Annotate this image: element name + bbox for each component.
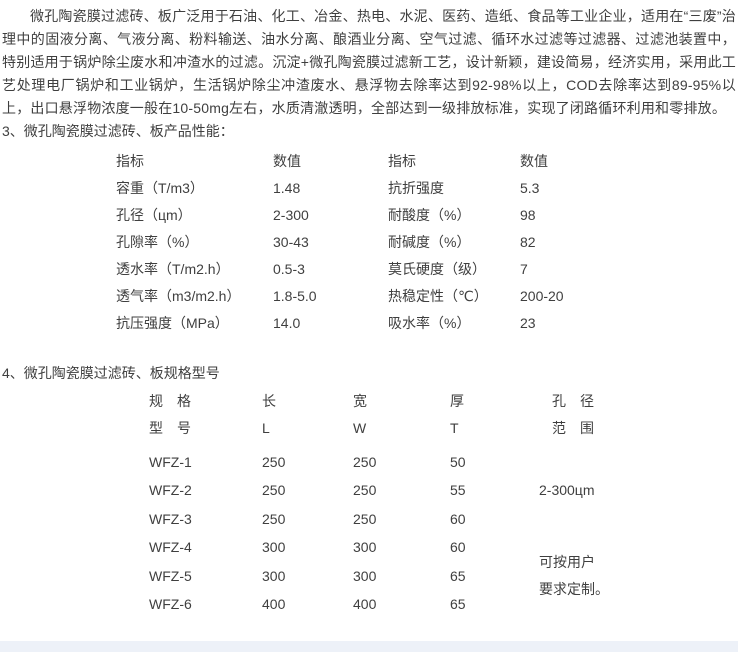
spec-col-header: 宽	[353, 393, 367, 409]
thickness-value: 55	[450, 482, 466, 499]
table-row: WFZ-3 250 250 60	[149, 505, 664, 534]
metric-label: 抗压强度（MPa）	[116, 315, 229, 331]
spec-col-header: 范 围	[539, 415, 664, 442]
metric-value: 7	[520, 261, 528, 277]
thickness-value: 60	[450, 510, 466, 527]
metric-label: 耐酸度（%）	[388, 207, 471, 223]
spec-col-header: 长	[262, 393, 276, 409]
page-content: 微孔陶瓷膜过滤砖、板广泛用于石油、化工、冶金、热电、水泥、医药、造纸、食品等工业…	[2, 8, 736, 619]
spec-col-header: T	[450, 420, 459, 436]
spec-col-header: 规 格	[149, 393, 191, 409]
table-row: 透气率（m3/m2.h） 1.8-5.0 热稳定性（℃） 200-20	[116, 283, 640, 310]
metric-value: 0.5-3	[273, 261, 305, 277]
spec-table: 规 格 长 宽 厚 孔 径 型 号 L W T 范 围 WFZ-1 250 25…	[149, 388, 664, 619]
length-value: 400	[262, 596, 286, 613]
width-value: 400	[353, 596, 377, 613]
metric-label: 孔隙率（%）	[116, 234, 199, 250]
metric-value: 5.3	[520, 180, 540, 196]
metric-value: 1.48	[273, 180, 301, 196]
thickness-value: 60	[450, 539, 466, 556]
metric-value: 30-43	[273, 234, 309, 250]
performance-col-header: 数值	[273, 153, 301, 169]
footer-bar	[0, 641, 738, 652]
spec-header-row: 规 格 长 宽 厚 孔 径	[149, 388, 664, 415]
spec-col-header: 厚	[450, 393, 464, 409]
model-name: WFZ-5	[149, 567, 192, 584]
thickness-value: 65	[450, 567, 466, 584]
custom-note-line: 可按用户	[539, 554, 595, 571]
model-name: WFZ-1	[149, 453, 192, 470]
metric-value: 98	[520, 207, 536, 223]
spec-col-header: L	[262, 420, 270, 436]
metric-label: 容重（T/m3）	[116, 180, 204, 196]
performance-col-header: 指标	[116, 153, 144, 169]
metric-value: 23	[520, 315, 536, 331]
table-row: 容重（T/m3） 1.48 抗折强度 5.3	[116, 175, 640, 202]
metric-label: 莫氏硬度（级）	[388, 261, 486, 277]
metric-label: 透气率（m3/m2.h）	[116, 288, 241, 304]
table-row: 孔径（цm） 2-300 耐酸度（%） 98	[116, 202, 640, 229]
metric-label: 透水率（T/m2.h）	[116, 261, 230, 277]
spec-col-header: W	[353, 420, 367, 436]
metric-value: 82	[520, 234, 536, 250]
metric-value: 2-300	[273, 207, 309, 223]
model-name: WFZ-6	[149, 596, 192, 613]
custom-note-line: 要求定制。	[539, 581, 609, 598]
section4-title: 4、微孔陶瓷膜过滤砖、板规格型号	[2, 365, 220, 381]
spec-col-header: 型 号	[149, 420, 191, 436]
metric-label: 耐碱度（%）	[388, 234, 471, 250]
model-name: WFZ-4	[149, 539, 192, 556]
length-value: 250	[262, 453, 286, 470]
table-row: WFZ-6 400 400 65	[149, 591, 664, 620]
metric-value: 200-20	[520, 288, 564, 304]
metric-label: 热稳定性（℃）	[388, 288, 488, 304]
custom-note-cell: 可按用户 要求定制。	[539, 534, 664, 620]
performance-col-header: 指标	[388, 153, 416, 169]
table-row: WFZ-2 250 250 55	[149, 477, 664, 506]
section3-title: 3、微孔陶瓷膜过滤砖、板产品性能：	[2, 123, 234, 139]
model-name: WFZ-2	[149, 482, 192, 499]
spec-col-header-text: 范 围	[552, 420, 594, 436]
length-value: 250	[262, 510, 286, 527]
performance-header-row: 指标 数值 指标 数值	[116, 148, 640, 175]
metric-value: 1.8-5.0	[273, 288, 317, 304]
length-value: 250	[262, 482, 286, 499]
width-value: 300	[353, 539, 377, 556]
width-value: 250	[353, 482, 377, 499]
table-row: WFZ-5 300 300 65	[149, 562, 664, 591]
spec-header-row: 型 号 L W T 范 围	[149, 415, 664, 442]
width-value: 300	[353, 567, 377, 584]
table-row: WFZ-4 300 300 60 可按用户 要求定制。	[149, 534, 664, 597]
pore-range-cell: 2-300цm	[539, 482, 595, 499]
length-value: 300	[262, 567, 286, 584]
spec-col-header: 孔 径	[539, 388, 664, 415]
metric-label: 吸水率（%）	[388, 315, 471, 331]
table-row: 抗压强度（MPa） 14.0 吸水率（%） 23	[116, 310, 640, 337]
thickness-value: 65	[450, 596, 466, 613]
thickness-value: 50	[450, 453, 466, 470]
width-value: 250	[353, 510, 377, 527]
table-row: 透水率（T/m2.h） 0.5-3 莫氏硬度（级） 7	[116, 256, 640, 283]
intro-paragraph: 微孔陶瓷膜过滤砖、板广泛用于石油、化工、冶金、热电、水泥、医药、造纸、食品等工业…	[2, 8, 736, 116]
metric-value: 14.0	[273, 315, 301, 331]
metric-label: 孔径（цm）	[116, 207, 192, 223]
length-value: 300	[262, 539, 286, 556]
performance-table: 指标 数值 指标 数值 容重（T/m3） 1.48 抗折强度 5.3 孔径（цm…	[116, 148, 640, 337]
table-row: 孔隙率（%） 30-43 耐碱度（%） 82	[116, 229, 640, 256]
width-value: 250	[353, 453, 377, 470]
table-row: WFZ-1 250 250 50 2-300цm	[149, 448, 664, 499]
performance-col-header: 数值	[520, 153, 548, 169]
model-name: WFZ-3	[149, 510, 192, 527]
spec-col-header-text: 孔 径	[552, 393, 594, 409]
metric-label: 抗折强度	[388, 180, 444, 196]
